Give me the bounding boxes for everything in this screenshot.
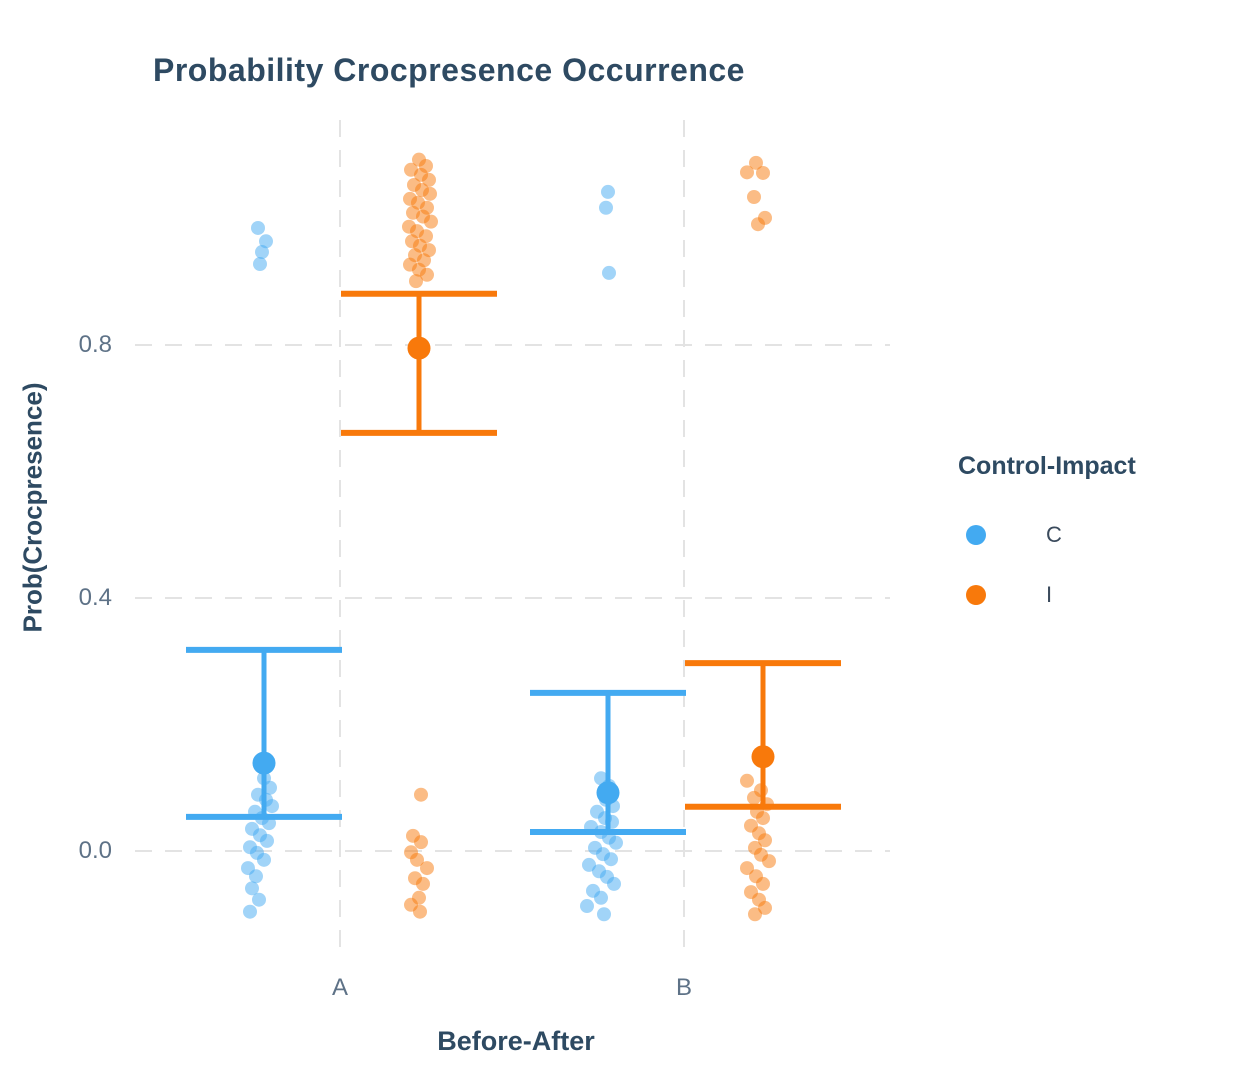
data-point-C-A <box>255 245 269 260</box>
data-point-C-B <box>580 899 594 914</box>
data-point-C-B <box>599 200 613 215</box>
mean-point-C-A <box>252 751 276 775</box>
y-tick-label-0.0: 0.0 <box>78 837 112 864</box>
x-tick-label-b: B <box>675 974 692 1001</box>
data-point-C-A <box>243 904 257 919</box>
data-point-I-A <box>420 861 434 876</box>
mean-point-I-B <box>751 745 775 769</box>
data-point-I-A <box>414 787 428 802</box>
data-point-I-B <box>762 854 776 869</box>
data-point-I-B <box>760 797 774 812</box>
data-point-I-B <box>747 189 761 204</box>
legend-label-c: C <box>1046 522 1062 547</box>
legend: Control-Impact C I <box>958 452 1218 639</box>
chart-title: Probability Crocpresence Occurrence <box>153 52 745 88</box>
legend-label-i: I <box>1046 582 1053 607</box>
data-point-C-A <box>262 816 276 831</box>
data-point-I-B <box>756 811 770 826</box>
data-point-I-B <box>758 900 772 915</box>
data-point-I-B <box>751 217 765 232</box>
data-point-I-A <box>409 274 423 289</box>
data-point-I-A <box>422 172 436 187</box>
data-point-C-A <box>259 234 273 249</box>
data-point-I-B <box>740 165 754 180</box>
data-point-C-B <box>602 265 616 280</box>
mean-point-I-A <box>407 336 431 360</box>
data-point-C-A <box>251 220 265 235</box>
data-point-C-B <box>594 890 608 905</box>
data-point-I-A <box>420 267 434 282</box>
data-point-I-A <box>424 214 438 229</box>
data-point-C-A <box>245 881 259 896</box>
data-point-C-B <box>605 814 619 829</box>
data-point-C-B <box>607 876 621 891</box>
mean-points <box>252 336 775 805</box>
legend-title: Control-Impact <box>958 452 1136 480</box>
data-point-C-A <box>265 799 279 814</box>
data-point-C-A <box>263 780 277 795</box>
jitter-points <box>241 152 776 922</box>
data-point-C-A <box>249 869 263 884</box>
mean-point-C-B <box>596 781 620 805</box>
legend-item-i: I <box>958 579 1218 639</box>
data-point-I-A <box>416 876 430 891</box>
data-point-C-A <box>253 257 267 272</box>
data-point-C-B <box>597 907 611 922</box>
legend-dot-i-icon <box>966 585 986 605</box>
legend-dot-c-icon <box>966 525 986 545</box>
y-tick-label-0.4: 0.4 <box>78 584 112 611</box>
data-point-C-B <box>604 852 618 867</box>
error-bars <box>186 290 841 836</box>
data-point-C-A <box>257 852 271 867</box>
data-point-I-A <box>413 904 427 919</box>
data-point-I-B <box>747 790 761 805</box>
data-point-I-B <box>749 155 763 170</box>
data-point-I-B <box>758 833 772 848</box>
y-tick-label-0.8: 0.8 <box>78 331 112 358</box>
data-point-I-B <box>756 876 770 891</box>
data-point-C-B <box>601 184 615 199</box>
data-point-I-B <box>740 861 754 876</box>
data-point-C-B <box>582 857 596 872</box>
x-tick-label-a: A <box>331 974 348 1001</box>
x-axis-title: Before-After <box>437 1026 595 1056</box>
legend-item-c: C <box>958 519 1218 579</box>
data-point-I-A <box>414 835 428 850</box>
data-point-I-A <box>410 852 424 867</box>
data-point-C-A <box>260 833 274 848</box>
data-point-I-A <box>423 186 437 201</box>
data-point-C-A <box>252 892 266 907</box>
data-point-I-B <box>740 773 754 788</box>
data-point-C-B <box>609 835 623 850</box>
data-point-I-B <box>756 165 770 180</box>
data-point-I-B <box>748 907 762 922</box>
